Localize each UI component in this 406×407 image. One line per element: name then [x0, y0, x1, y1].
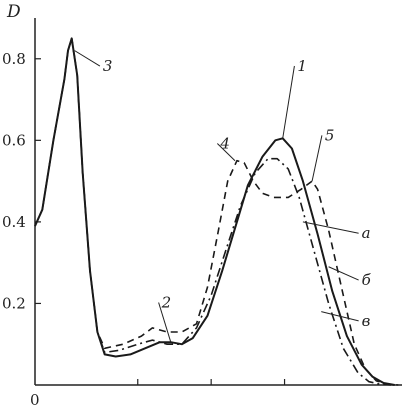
- axes: D 0: [6, 2, 402, 407]
- annotation-leader: [302, 221, 359, 234]
- y-tick-label: 0.8: [2, 50, 26, 68]
- curve-annotations: 1 2 3 4 5 а б в: [74, 50, 372, 343]
- x-ticks: [137, 379, 286, 385]
- y-axis-title: D: [6, 2, 21, 22]
- x-origin-label: 0: [30, 391, 40, 407]
- annotation-label: б: [362, 271, 372, 289]
- annotation-leader: [328, 266, 359, 281]
- annotation-label: 1: [297, 57, 307, 75]
- y-tick-label: 0.2: [2, 294, 26, 312]
- y-tick-label: 0.4: [2, 213, 26, 231]
- annotation-leader: [216, 143, 236, 162]
- series-lines: [34, 37, 399, 386]
- series-line-1: [34, 37, 395, 386]
- series-line-2: [34, 37, 399, 386]
- y-tick-label: 0.6: [2, 131, 26, 149]
- annotation-leader: [321, 311, 359, 322]
- annotation-label: 3: [103, 57, 113, 75]
- annotation-leader: [74, 50, 101, 67]
- series-line-3: [34, 37, 392, 386]
- y-ticks: 0.2 0.4 0.6 0.8: [2, 50, 41, 312]
- annotation-label: в: [362, 312, 371, 330]
- annotation-label: 2: [161, 294, 172, 312]
- annotation-label: 5: [325, 126, 335, 144]
- annotation-leader: [282, 65, 295, 139]
- annotation-label: 4: [219, 134, 230, 152]
- annotation-leader: [311, 135, 323, 182]
- annotation-leader: [158, 302, 172, 343]
- annotation-label: а: [362, 224, 371, 242]
